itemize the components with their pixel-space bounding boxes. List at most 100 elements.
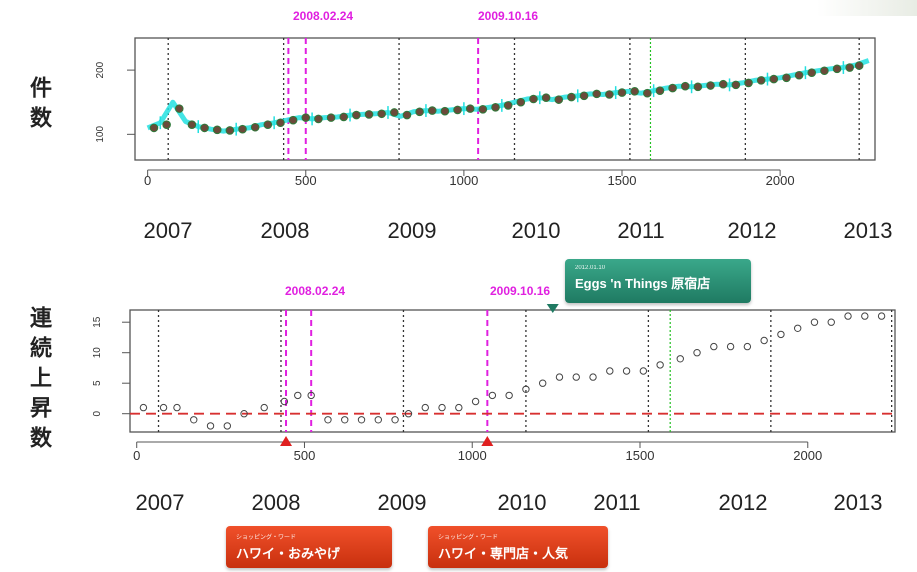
count-data-point [782, 73, 791, 83]
callout-label: Eggs 'n Things 原宿店 [575, 276, 711, 291]
streak-data-point [173, 403, 181, 412]
count-data-point [731, 80, 741, 90]
plot-frame [129, 309, 896, 433]
year-label: 2010 [498, 490, 547, 515]
callout-label: ハワイ・おみやげ [236, 546, 341, 561]
streak-data-point [374, 416, 382, 424]
y-tick-label: 0 [92, 410, 103, 416]
red-event-marker [280, 436, 293, 446]
x-tick-label: 0 [144, 173, 151, 188]
streak-data-point [555, 373, 564, 381]
count-data-point [390, 108, 399, 117]
streak-data-point [639, 367, 648, 375]
streak-data-point [743, 342, 752, 351]
callout-category: ショッピング・ワード [438, 535, 499, 541]
streak-data-point [421, 403, 429, 412]
year-label: 2012 [719, 490, 768, 515]
streak-data-point [139, 403, 148, 412]
streak-data-point [471, 397, 480, 406]
count-data-point [706, 81, 715, 90]
callout-category: ショッピング・ワード [236, 535, 297, 541]
year-label: 2013 [834, 490, 883, 515]
callout-label: ハワイ・専門店・人気 [438, 546, 569, 561]
streak-data-point [391, 416, 399, 424]
streak-data-point [589, 373, 597, 381]
streak-data-point [357, 416, 366, 424]
streak-data-point [324, 416, 332, 424]
count-data-point [427, 106, 437, 115]
count-data-point [592, 89, 602, 99]
streak-data-point [760, 336, 768, 345]
count-data-point [440, 106, 450, 116]
x-tick-label: 2000 [766, 173, 795, 188]
streak-data-point [656, 361, 664, 369]
x-tick-label: 2000 [793, 448, 822, 463]
count-data-point [579, 91, 589, 101]
count-data-point [567, 92, 576, 102]
corner-decoration [817, 0, 917, 16]
y-tick-label: 10 [92, 347, 103, 359]
streak-data-point [223, 422, 232, 430]
streak-data-point [877, 312, 886, 320]
year-label: 2009 [388, 218, 437, 243]
teal-event-marker [546, 304, 559, 313]
count-data-point [187, 120, 197, 129]
count-data-point [402, 110, 412, 120]
count-data-point [503, 101, 513, 110]
streak-data-point [404, 410, 413, 418]
streak-data-point [810, 318, 819, 326]
count-data-point [415, 107, 424, 117]
count-data-point [288, 115, 298, 125]
bottom-ylabel: 連続上昇数 [26, 306, 51, 456]
count-data-point [820, 66, 829, 76]
count-data-point [263, 120, 273, 129]
y-tick-label: 5 [92, 380, 103, 386]
count-data-point [174, 104, 184, 113]
streak-data-point [622, 367, 631, 375]
count-data-point [541, 93, 551, 103]
count-data-point [478, 104, 488, 114]
count-data-point [162, 120, 171, 129]
event-date-label: 2009.10.16 [490, 284, 550, 298]
count-data-point [250, 122, 260, 132]
x-tick-label: 500 [295, 173, 317, 188]
year-label: 2012 [728, 218, 777, 243]
count-data-point [453, 105, 462, 115]
streak-data-point [693, 349, 701, 357]
count-data-point [854, 61, 864, 70]
streak-data-point [159, 403, 168, 412]
eggs-n-things-callout: 2012.01.10 Eggs 'n Things 原宿店 [565, 259, 751, 303]
count-data-point [744, 78, 753, 88]
hawaii-omiyage-callout: ショッピング・ワード ハワイ・おみやげ [226, 526, 392, 568]
streak-data-point [572, 373, 580, 381]
streak-data-point [505, 391, 513, 400]
year-label: 2008 [252, 490, 301, 515]
count-data-point [718, 79, 728, 89]
count-data-point [339, 112, 349, 122]
streak-data-point [488, 391, 497, 400]
streak-data-point [538, 379, 547, 387]
count-data-point [326, 113, 336, 122]
streak-data-point [827, 318, 835, 326]
x-tick-label: 1000 [458, 448, 487, 463]
count-data-point [655, 86, 665, 95]
streak-data-point [190, 416, 198, 424]
count-data-point [832, 64, 842, 74]
callout-date: 2012.01.10 [575, 265, 606, 271]
x-tick-label: 1500 [626, 448, 655, 463]
count-data-point [807, 68, 817, 77]
streak-data-point [307, 391, 315, 400]
year-label: 2008 [261, 218, 310, 243]
count-data-point [314, 114, 323, 124]
count-data-point [680, 81, 690, 91]
red-event-marker [481, 436, 494, 446]
streak-data-point [522, 385, 530, 393]
streak-data-point [341, 416, 349, 424]
count-data-point [643, 88, 652, 98]
streak-data-point [844, 312, 852, 320]
year-label: 2013 [844, 218, 893, 243]
y-tick-label: 200 [95, 61, 106, 78]
streak-data-point [793, 324, 802, 332]
count-data-point [200, 123, 209, 133]
